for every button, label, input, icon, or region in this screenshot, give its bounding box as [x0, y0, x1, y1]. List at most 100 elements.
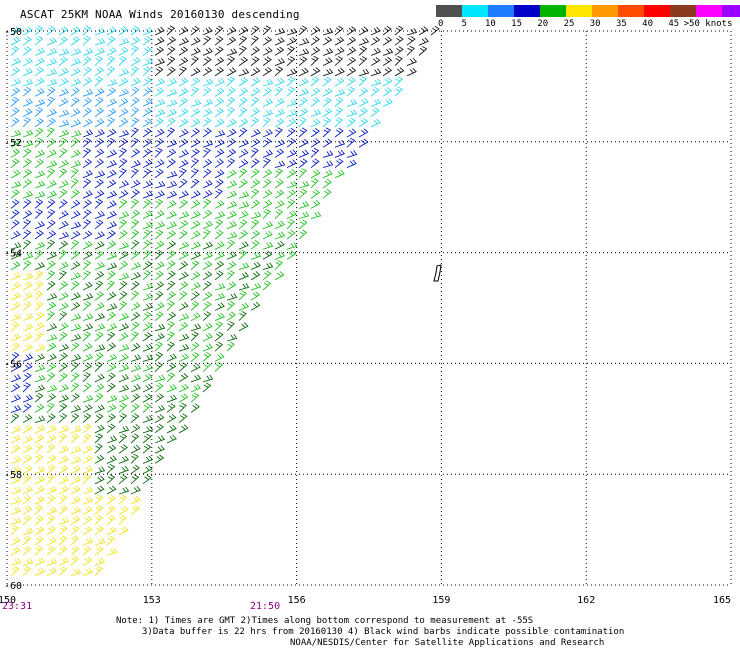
- wind-barb: [46, 219, 56, 230]
- wind-barb: [298, 138, 309, 148]
- wind-barb: [154, 261, 165, 271]
- wind-barb: [94, 557, 106, 566]
- wind-barb: [310, 189, 321, 199]
- wind-barb: [106, 363, 117, 372]
- wind-barb: [262, 280, 272, 291]
- wind-barb: [190, 384, 201, 393]
- wind-barb: [22, 535, 32, 546]
- wind-barb: [70, 261, 81, 270]
- wind-barb: [250, 158, 260, 168]
- wind-barb: [178, 199, 188, 209]
- wind-barb: [118, 384, 130, 393]
- wind-barb: [382, 56, 393, 66]
- wind-barb: [82, 568, 94, 577]
- wind-barb: [262, 78, 274, 87]
- wind-barb: [58, 372, 68, 383]
- wind-barb: [82, 107, 92, 117]
- wind-barb: [94, 392, 104, 403]
- wind-barb: [166, 260, 176, 270]
- wind-barb: [94, 383, 105, 393]
- wind-barb: [142, 210, 153, 220]
- wind-barb: [226, 76, 236, 87]
- wind-barb: [22, 67, 33, 77]
- wind-barb: [10, 78, 22, 87]
- wind-barb: [238, 168, 248, 179]
- wind-barb: [34, 66, 44, 77]
- wind-barb: [238, 26, 249, 36]
- wind-barb: [130, 117, 140, 128]
- wind-barb: [178, 229, 188, 240]
- wind-barb: [46, 443, 56, 454]
- wind-barb: [262, 270, 272, 281]
- wind-barb: [94, 118, 105, 128]
- wind-barb: [226, 107, 236, 117]
- wind-barb: [406, 27, 418, 36]
- wind-barb: [250, 271, 261, 281]
- wind-barb: [94, 97, 104, 107]
- wind-barb: [10, 566, 20, 576]
- wind-barb: [142, 260, 153, 270]
- wind-barb: [70, 301, 81, 311]
- wind-barb: [34, 374, 46, 383]
- wind-barb: [310, 87, 321, 97]
- wind-barb: [10, 383, 21, 393]
- wind-barb: [142, 415, 154, 424]
- wind-barb: [22, 292, 33, 301]
- wind-barb: [322, 107, 333, 117]
- wind-barb: [190, 392, 200, 403]
- wind-barb: [202, 209, 213, 219]
- wind-barb: [46, 292, 58, 301]
- wind-barb: [82, 66, 92, 77]
- wind-barb: [70, 239, 80, 250]
- wind-barb: [298, 219, 308, 230]
- wind-barb: [154, 58, 166, 67]
- wind-barb: [82, 445, 93, 454]
- wind-barb: [190, 300, 200, 311]
- wind-barb: [118, 374, 130, 383]
- wind-barb: [286, 45, 296, 56]
- wind-barb: [70, 250, 80, 260]
- wind-barb: [46, 68, 58, 77]
- wind-barb: [70, 78, 82, 87]
- wind-barb: [226, 210, 237, 220]
- wind-barb: [190, 230, 201, 240]
- wind-barb: [58, 240, 69, 250]
- wind-barb: [166, 280, 176, 291]
- wind-barb: [214, 229, 224, 240]
- wind-barb: [310, 97, 320, 107]
- wind-barb: [334, 169, 345, 179]
- wind-barb: [46, 495, 56, 505]
- wind-barb: [202, 220, 213, 230]
- wind-barb: [94, 240, 105, 250]
- wind-barb: [22, 414, 33, 423]
- wind-barb: [166, 56, 176, 66]
- wind-barb: [238, 159, 249, 168]
- wind-barb: [154, 393, 165, 403]
- wind-barb: [34, 301, 44, 311]
- wind-barb: [94, 170, 106, 179]
- wind-barb: [310, 67, 321, 77]
- wind-barb: [94, 87, 105, 97]
- wind-barb: [142, 127, 152, 138]
- wind-barb: [82, 25, 92, 36]
- wind-barb: [226, 26, 237, 36]
- wind-barb: [58, 56, 68, 66]
- wind-barb: [94, 313, 106, 322]
- wind-barb: [166, 413, 177, 423]
- wind-barb: [34, 57, 45, 67]
- legend-swatch: [696, 5, 722, 17]
- wind-barb: [250, 282, 262, 291]
- wind-barb: [10, 281, 21, 291]
- wind-barb: [274, 200, 285, 209]
- wind-barb: [358, 26, 369, 36]
- wind-barb: [298, 97, 308, 107]
- wind-barb: [106, 262, 118, 271]
- wind-barb: [166, 321, 175, 332]
- wind-barb: [334, 117, 344, 128]
- wind-barb: [94, 27, 106, 36]
- wind-barb: [274, 86, 283, 97]
- wind-barb: [70, 210, 81, 220]
- wind-barb: [274, 27, 286, 36]
- wind-barb: [118, 353, 129, 362]
- wind-barb: [130, 137, 140, 148]
